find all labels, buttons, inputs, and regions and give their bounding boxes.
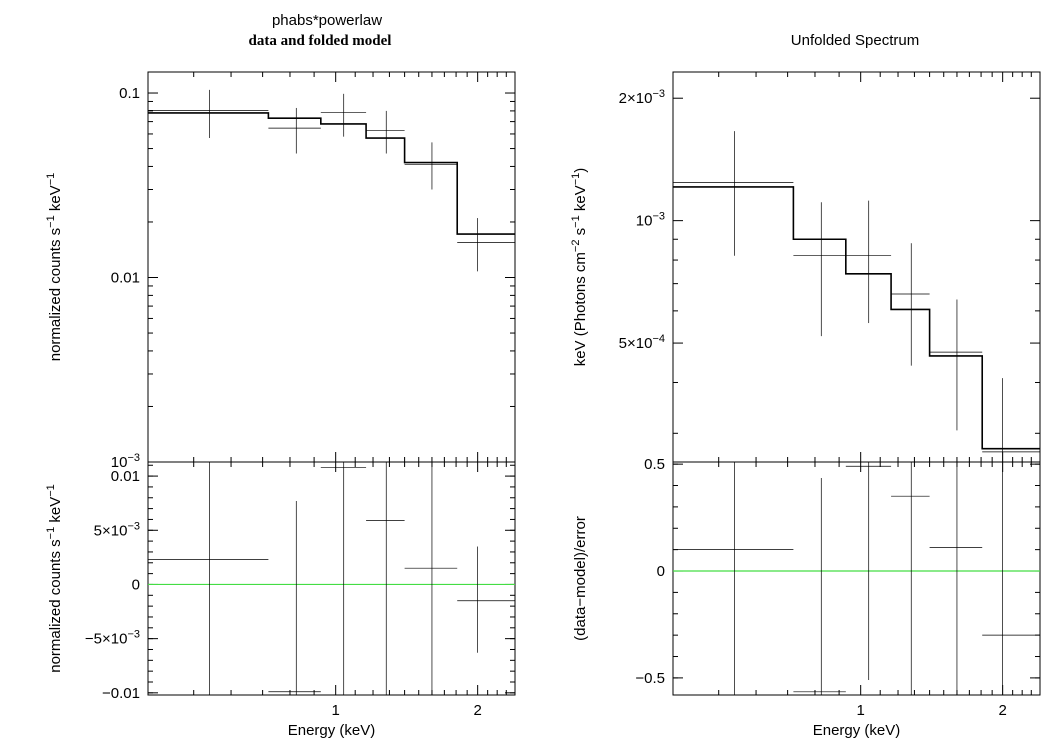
data-point <box>366 110 405 154</box>
data-point <box>793 478 846 695</box>
y-axis-label: normalized counts s−1 keV−1 <box>45 484 64 673</box>
data-point <box>457 546 515 653</box>
y-tick-label: 5×10−3 <box>94 520 140 539</box>
y-tick-label: 10−3 <box>636 211 665 230</box>
y-tick-label: 5×10−4 <box>619 333 665 352</box>
y-tick-label: 0.01 <box>111 468 140 485</box>
y-axis-label: normalized counts s−1 keV−1 <box>45 173 64 362</box>
y-tick-label: −0.01 <box>102 685 140 702</box>
y-tick-label: 0 <box>657 563 665 580</box>
left-top-frame <box>147 71 516 463</box>
data-point <box>929 299 983 431</box>
data-point <box>673 462 794 695</box>
data-point <box>891 243 930 366</box>
left-top-panel: 0.1 0.01 10−3 normalized counts s−1 keV−1 <box>45 71 516 471</box>
data-point <box>148 462 269 695</box>
data-point <box>268 107 321 154</box>
data-point <box>320 93 367 137</box>
data-point <box>845 200 892 324</box>
data-point <box>320 462 367 695</box>
y-axis-label: (data−model)/error <box>572 516 589 641</box>
right-bottom-frame <box>672 461 1041 696</box>
right-bottom-panel: 1 2 0.5 0 −0.5 (data−model)/error Energy (keV) <box>572 456 1041 739</box>
data-point <box>891 462 930 695</box>
y-tick-label: 0.5 <box>644 456 665 473</box>
y-tick-label: 10−3 <box>111 452 140 471</box>
y-tick-label: −0.5 <box>635 670 665 687</box>
y-axis-label: keV (Photons cm−2 s−1 keV−1) <box>570 168 589 367</box>
data-point <box>404 462 458 695</box>
left-title-model: phabs*powerlaw <box>272 12 382 29</box>
model-step-line <box>148 112 515 235</box>
x-tick-label: 1 <box>332 702 340 719</box>
data-point <box>929 462 983 695</box>
x-tick-label: 1 <box>857 702 865 719</box>
left-bottom-frame <box>147 461 516 696</box>
data-point <box>457 218 515 272</box>
right-top-frame <box>672 71 1041 463</box>
y-tick-label: 0.01 <box>111 270 140 287</box>
data-point <box>268 501 321 695</box>
x-tick-label: 2 <box>473 702 481 719</box>
right-top-panel: 2×10−3 10−3 5×10−4 keV (Photons cm−2 s−1 ke… <box>570 71 1041 463</box>
y-tick-label: 0 <box>132 576 140 593</box>
x-axis-label: Energy (keV) <box>288 722 376 739</box>
data-point <box>404 142 458 190</box>
model-step-line <box>673 186 1040 450</box>
y-tick-label: 0.1 <box>119 85 140 102</box>
data-point <box>982 462 1040 695</box>
data-point <box>366 462 405 695</box>
left-title-subtitle: data and folded model <box>249 33 392 49</box>
data-point <box>148 89 269 139</box>
x-tick-label: 2 <box>998 702 1006 719</box>
right-title: Unfolded Spectrum <box>791 32 919 49</box>
y-tick-label: −5×10−3 <box>85 629 140 648</box>
x-axis-label: Energy (keV) <box>813 722 901 739</box>
data-point <box>793 202 846 337</box>
y-tick-label: 2×10−3 <box>619 88 665 107</box>
data-point <box>673 131 794 256</box>
left-bottom-panel: 1 2 0.01 5×10−3 0 −5×10−3 −0.01 normalized coun… <box>45 461 516 739</box>
data-point <box>845 462 892 681</box>
